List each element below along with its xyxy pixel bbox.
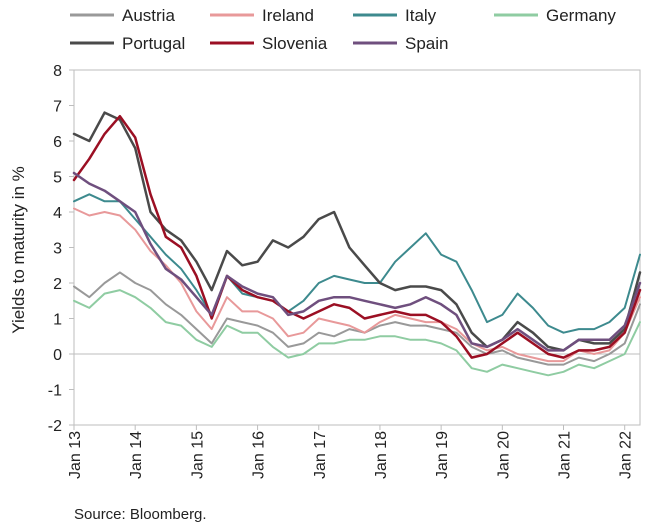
- x-tick-label: Jan 15: [189, 431, 206, 479]
- x-tick-label: Jan 22: [618, 431, 635, 479]
- x-tick-label: Jan 19: [434, 431, 451, 479]
- series-line-austria: [73, 271, 641, 366]
- legend-label-germany: Germany: [546, 6, 616, 25]
- series-line-italy: [73, 193, 641, 334]
- y-tick-label: -1: [48, 383, 62, 400]
- legend-label-portugal: Portugal: [122, 34, 185, 53]
- legend-label-austria: Austria: [122, 6, 175, 25]
- x-tick-label: Jan 13: [67, 431, 84, 479]
- y-tick-label: 1: [53, 312, 62, 329]
- series-line-ireland: [73, 207, 641, 363]
- y-tick-label: 7: [53, 99, 62, 116]
- x-tick-label: Jan 14: [128, 431, 145, 479]
- y-tick-label: 8: [53, 63, 62, 80]
- legend-label-slovenia: Slovenia: [262, 34, 328, 53]
- series-line-slovenia: [72, 114, 642, 359]
- axes: -2 -1 0 1 2 3 4 5 6 7 8 Jan 13 Jan 14 Jan 15 Jan 16 Jan…: [48, 63, 635, 479]
- x-tick-label: Jan 21: [557, 431, 574, 479]
- series-layer: [72, 111, 642, 377]
- y-tick-label: 4: [53, 205, 62, 222]
- legend-label-ireland: Ireland: [262, 6, 314, 25]
- source-note: Source: Bloomberg.: [74, 506, 207, 523]
- chart-legend: Austria Ireland Italy Germany Portugal Sloven…: [70, 6, 616, 53]
- y-tick-label: 6: [53, 134, 62, 151]
- x-tick-label: Jan 16: [251, 431, 268, 479]
- x-tick-label: Jan 20: [495, 431, 512, 479]
- x-tick-label: Jan 17: [312, 431, 329, 479]
- y-axis-title: Yields to maturity in %: [9, 166, 28, 334]
- y-tick-label: 5: [53, 170, 62, 187]
- legend-label-spain: Spain: [405, 34, 448, 53]
- series-line-germany: [73, 289, 641, 377]
- y-tick-label: 0: [53, 347, 62, 364]
- y-tick-label: 2: [53, 276, 62, 293]
- series-line-portugal: [72, 111, 642, 352]
- legend-label-italy: Italy: [405, 6, 437, 25]
- x-tick-label: Jan 18: [373, 431, 390, 479]
- y-tick-label: 3: [53, 241, 62, 258]
- y-tick-label: -2: [48, 418, 62, 435]
- series-line-spain: [72, 171, 642, 352]
